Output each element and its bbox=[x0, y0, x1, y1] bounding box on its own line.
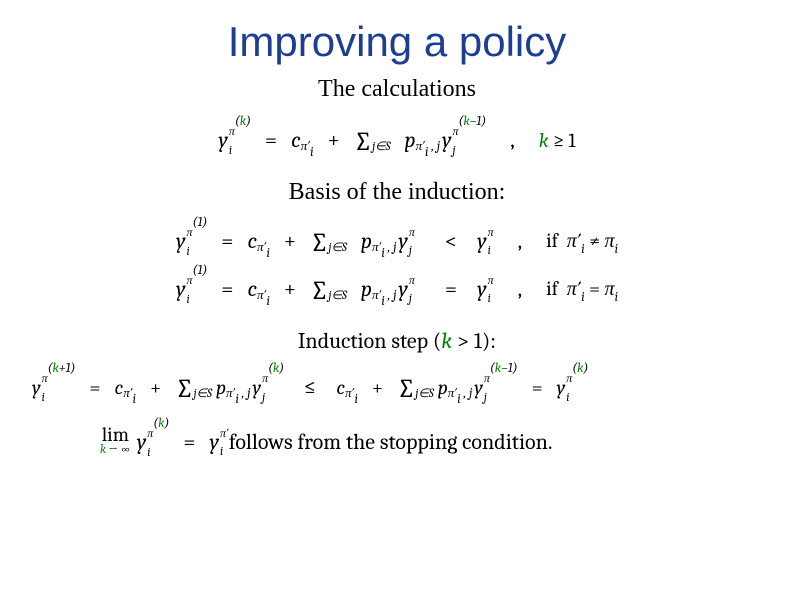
equation-basis-eq: yπ(1)i = cπ′i + ∑j∈S pπ′i , j yπj = yπi … bbox=[0, 274, 794, 304]
slide-title: Improving a policy bbox=[0, 18, 794, 66]
basis-label: Basis of the induction: bbox=[0, 179, 794, 206]
equation-general: yπ(k)i = cπ′i + ∑j∈S pπ′i , j yπ(k−1)j ,… bbox=[0, 125, 794, 155]
induction-step-label: Induction step (k > 1): bbox=[0, 328, 794, 354]
equation-induction-step: yπ(k+1)i = cπ′i + ∑j∈S pπ′i , j yπ(k)j ≤… bbox=[0, 372, 794, 402]
limit-tail-text: follows from the stopping condition. bbox=[229, 429, 553, 455]
equation-limit: lim k → ∞ yπ(k)i = yπ′i follows from the… bbox=[0, 428, 794, 456]
slide-subtitle: The calculations bbox=[0, 76, 794, 103]
equation-basis-neq: yπ(1)i = cπ′i + ∑j∈S pπ′i , j yπj < yπi … bbox=[0, 226, 794, 256]
